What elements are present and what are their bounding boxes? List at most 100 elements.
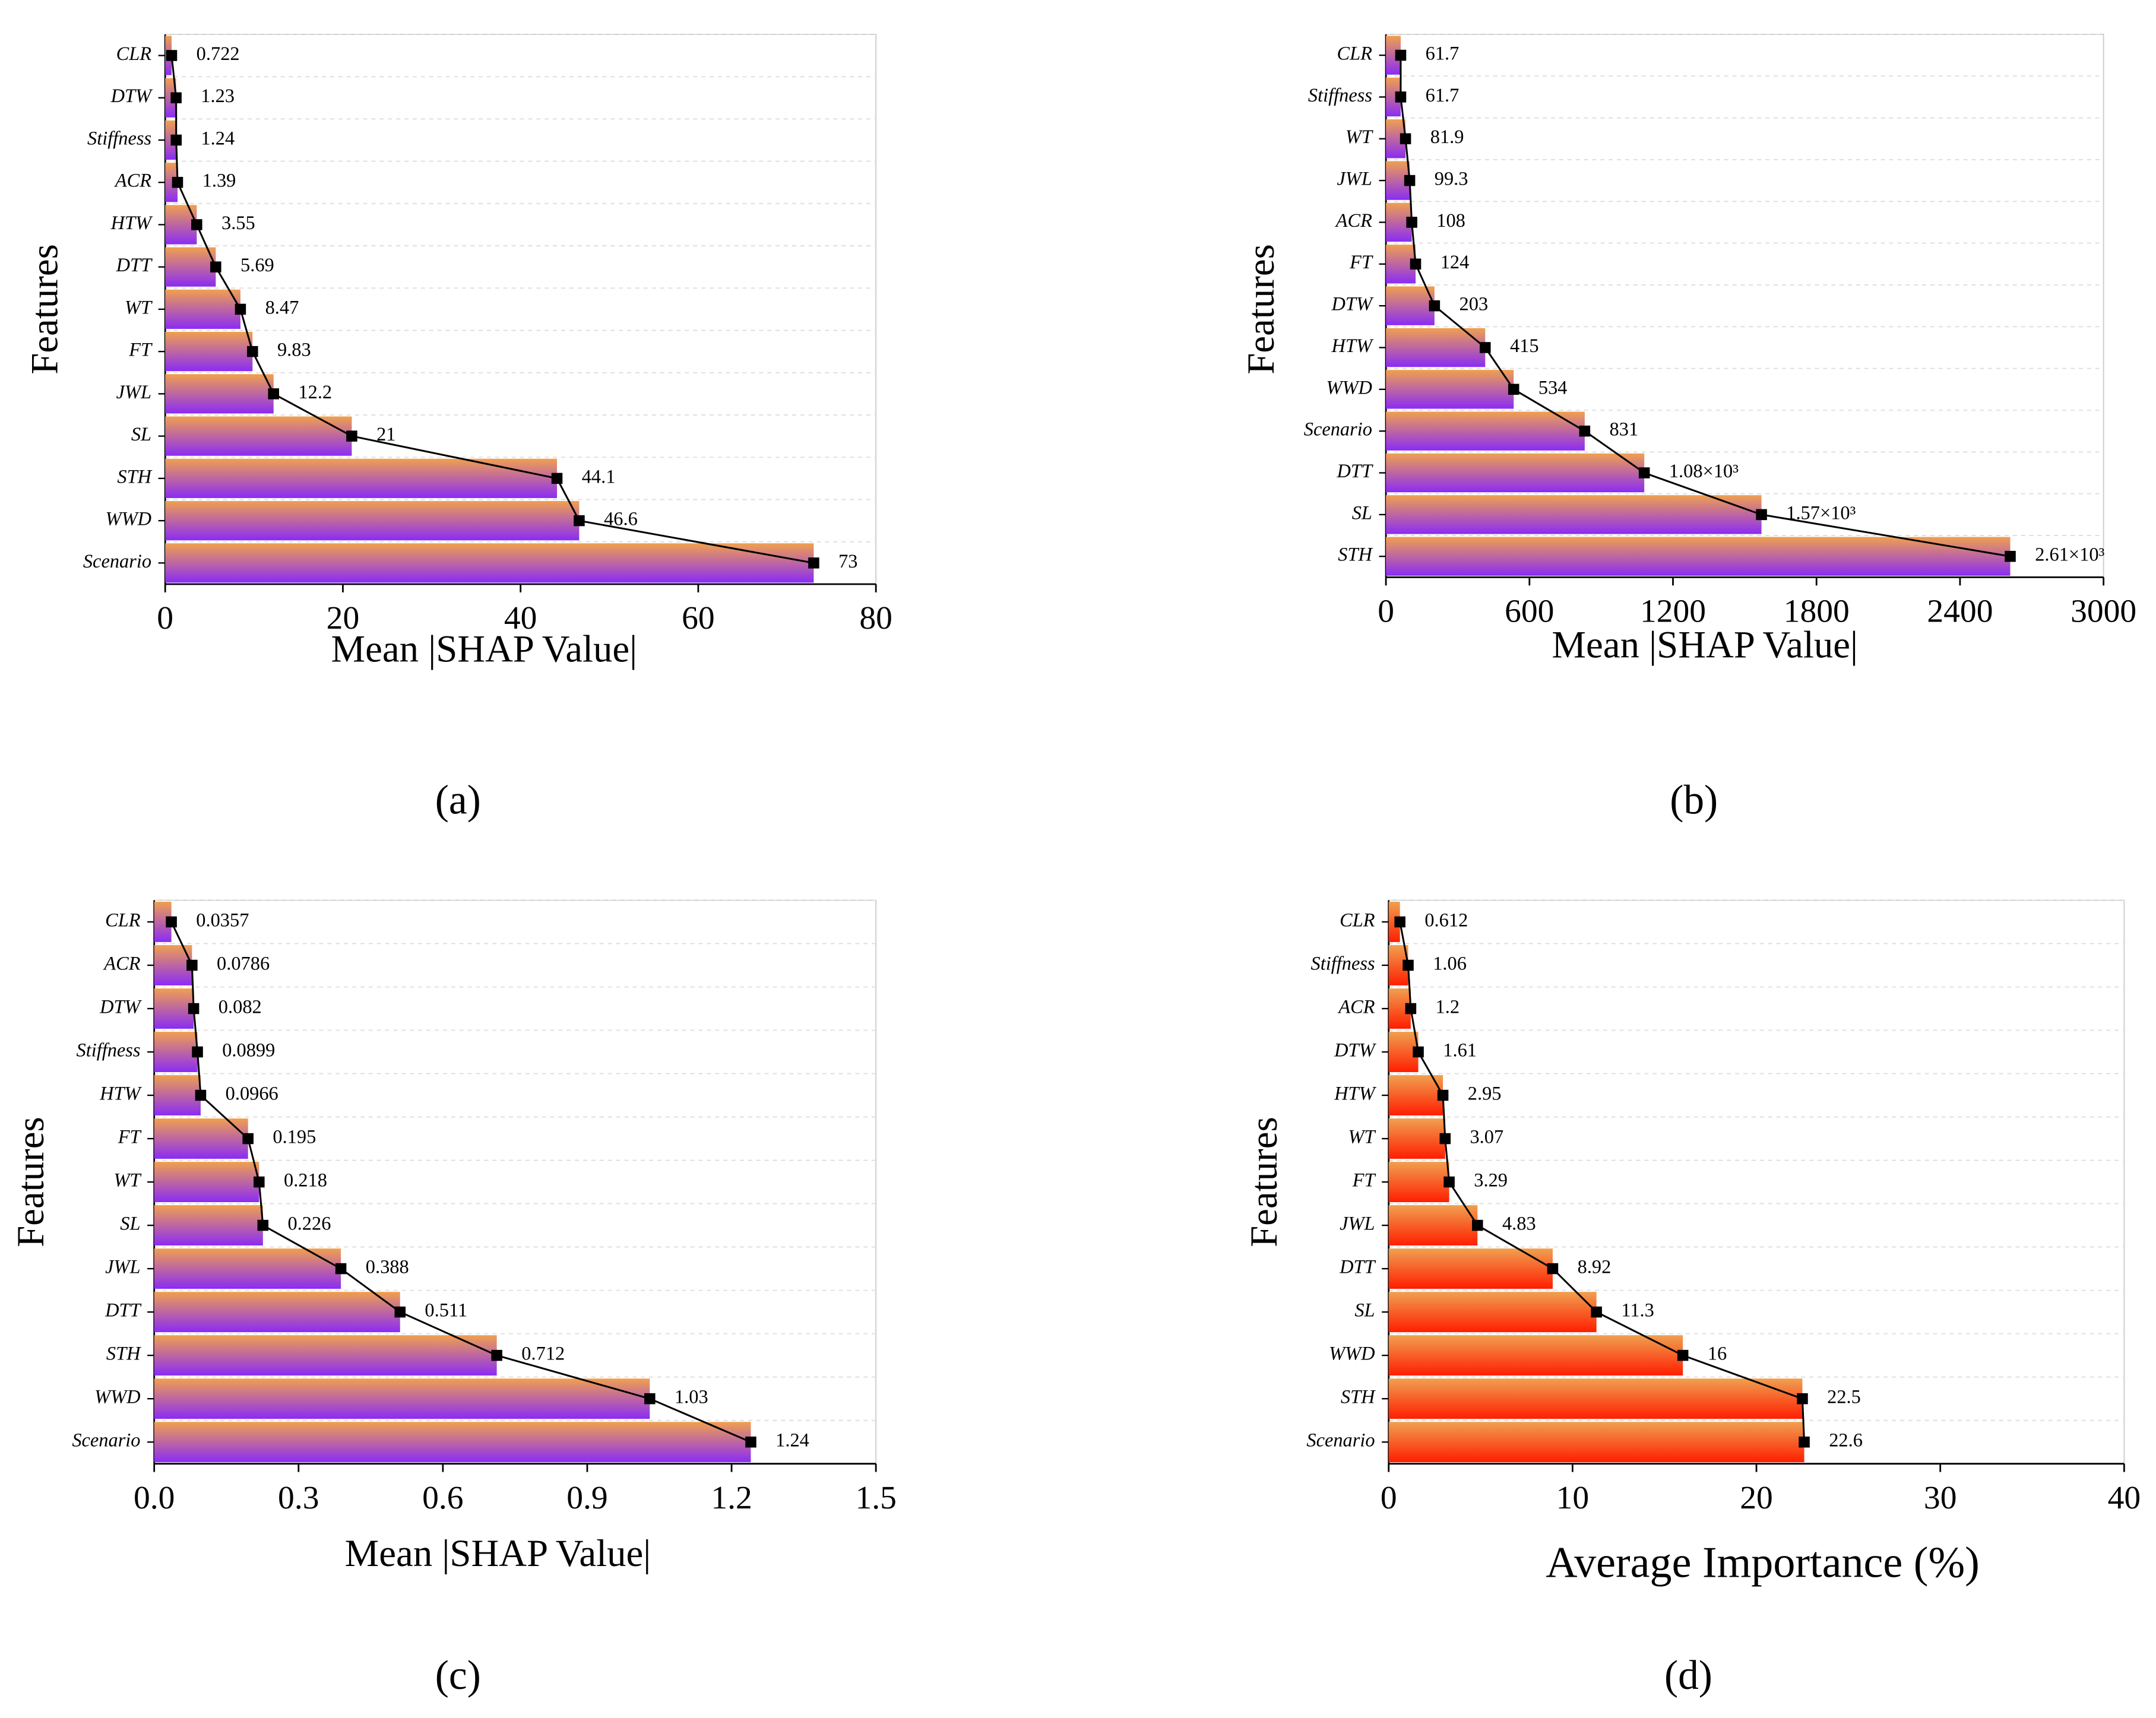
category-label: DTW [1331,294,1374,315]
marker [574,515,585,527]
bar [154,1205,263,1246]
category-label: HTW [1331,335,1374,357]
bar [165,543,814,583]
x-tick-label: 600 [1505,593,1554,630]
x-tick-label: 20 [327,600,360,636]
marker [2005,550,2016,562]
category-label: ACR [1337,996,1375,1018]
category-label: FT [118,1126,142,1148]
category-label: DTT [1339,1257,1376,1278]
value-label: 0.0357 [196,909,249,931]
marker [551,473,563,484]
category-label: JWL [105,1257,140,1278]
bar [1388,1205,1478,1246]
category-label: Scenario [1306,1430,1375,1451]
value-label: 0.388 [366,1257,409,1278]
x-tick-label: 80 [859,600,892,636]
bar [1388,1292,1597,1333]
value-label: 1.61 [1443,1039,1477,1061]
value-label: 46.6 [604,509,638,530]
category-label: STH [106,1343,141,1365]
marker [242,1133,254,1145]
marker [210,261,221,272]
marker [491,1349,502,1361]
marker [1443,1176,1455,1188]
category-label: Scenario [72,1430,140,1451]
value-label: 16 [1708,1343,1727,1365]
value-label: 0.712 [521,1343,565,1365]
value-label: 108 [1436,210,1465,232]
category-label: WT [1345,126,1373,148]
bar [1388,1118,1445,1159]
category-label: DTT [105,1300,141,1321]
bar [165,332,253,372]
category-label: JWL [116,382,151,403]
value-label: 1.08×10³ [1669,461,1739,482]
bar [1386,453,1645,493]
category-label: SL [1354,1300,1375,1321]
category-label: SL [1352,502,1372,524]
marker [1579,425,1591,437]
value-label: 73 [838,551,857,572]
category-label: JWL [1340,1213,1375,1235]
bar [154,1075,201,1115]
marker [745,1436,756,1448]
category-label: CLR [1340,909,1375,931]
marker [1400,133,1411,145]
value-label: 0.195 [273,1126,316,1148]
value-label: 1.24 [201,128,235,149]
category-label: Scenario [1304,419,1372,440]
x-tick-label: 0.0 [134,1479,175,1516]
x-tick-label: 1.2 [711,1479,752,1516]
category-label: WT [1348,1126,1376,1148]
bar [154,1248,341,1289]
value-label: 415 [1510,335,1539,357]
marker [335,1263,347,1275]
category-label: DTW [110,85,153,107]
value-label: 8.47 [265,297,299,318]
category-label: STH [1338,544,1373,566]
bar [154,1378,650,1419]
x-tick-label: 1200 [1640,593,1706,630]
marker [195,1089,207,1101]
bar [154,945,192,985]
value-label: 61.7 [1426,85,1460,106]
marker [1405,1003,1417,1015]
bar [165,458,558,498]
category-label: ACR [1335,210,1372,232]
value-label: 2.95 [1468,1083,1502,1104]
x-axis-title: Mean |SHAP Value| [331,628,638,671]
category-label: Scenario [83,551,151,572]
category-label: SL [131,424,151,445]
marker [170,92,182,103]
marker [186,959,198,971]
value-label: 1.24 [775,1430,809,1451]
marker [1394,916,1405,928]
value-label: 0.218 [284,1170,327,1191]
category-label: FT [1352,1170,1376,1191]
bar [1386,286,1435,325]
bar [1386,328,1486,367]
marker [1406,217,1417,228]
x-tick-label: 0.3 [278,1479,319,1516]
marker [1677,1349,1689,1361]
bar [154,1292,400,1333]
bar [154,1335,497,1376]
marker [172,176,183,188]
bar [165,374,274,414]
bar [154,1118,248,1159]
bar [1388,1378,1803,1419]
x-axis-title: Average Importance (%) [1546,1538,1980,1587]
x-tick-label: 40 [2108,1479,2141,1516]
marker [1591,1306,1602,1318]
marker [1410,258,1421,270]
category-label: DTT [1336,461,1373,482]
marker [1547,1263,1559,1275]
category-label: DTW [1334,1039,1376,1061]
x-tick-label: 0 [157,600,173,636]
y-axis-title: Features [23,244,66,375]
marker [254,1176,265,1188]
panel-label: (b) [1670,777,1718,823]
value-label: 0.511 [425,1300,467,1321]
